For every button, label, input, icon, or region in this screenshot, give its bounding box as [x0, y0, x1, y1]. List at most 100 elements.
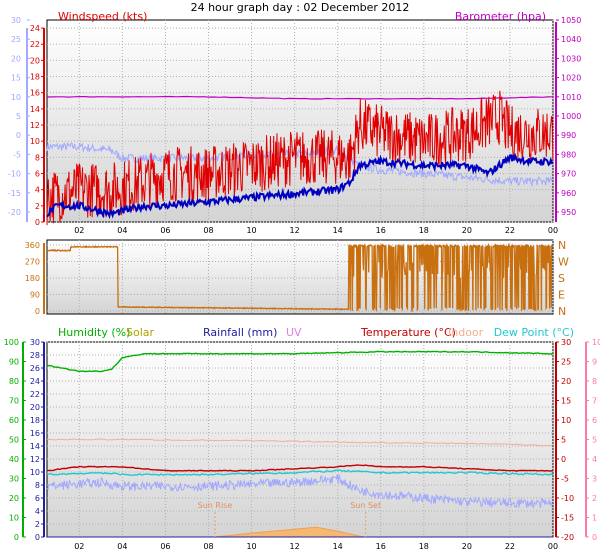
- temperature-tick-label: -5: [561, 475, 569, 484]
- rain-tick-label: 10: [30, 468, 40, 477]
- temperature-tick-label: 20: [561, 377, 571, 386]
- windspeed-average-line: [46, 152, 554, 220]
- x-tick-label: 06: [160, 542, 170, 551]
- barometer-tick-label: 1010: [561, 93, 581, 102]
- windspeed-tick-label: 14: [30, 105, 40, 114]
- direction-panel-series: [46, 242, 554, 313]
- humidity-series-line: [46, 350, 554, 373]
- humidity-tick-label: 30: [9, 475, 19, 484]
- humidity-tick-label: 50: [9, 436, 19, 445]
- humidity-tick-label: 20: [9, 494, 19, 503]
- windspeed-tick-label: 16: [30, 89, 40, 98]
- direction-tick-label: 90: [30, 291, 40, 300]
- outer-left-tick-label: 0: [16, 131, 21, 140]
- rain-tick-label: 12: [30, 455, 40, 464]
- wind-panel-series: [46, 90, 554, 226]
- barometer-tick-label: 1030: [561, 54, 581, 63]
- x-tick-label: 12: [290, 542, 300, 551]
- outer-left-tick-label: -10: [8, 170, 21, 179]
- weather-panel-axes: 1009080706050403020100302826242220181614…: [4, 338, 600, 551]
- windspeed-tick-label: 24: [30, 24, 40, 33]
- windspeed-tick-label: 12: [30, 121, 40, 130]
- windspeed-tick-label: 20: [30, 56, 40, 65]
- wind-panel: Windspeed (kts) Barometer (hpa) 30252015…: [8, 10, 581, 235]
- temperature-tick-label: -15: [561, 514, 574, 523]
- legend-indoor: Indoor: [448, 326, 484, 339]
- outdoor-sensor-trace: [46, 474, 554, 509]
- uv-tick-label: 3: [592, 475, 597, 484]
- humidity-tick-label: 90: [9, 358, 19, 367]
- humidity-tick-label: 80: [9, 377, 19, 386]
- direction-tick-label: 360: [25, 241, 40, 250]
- legend-temperature: Temperature (°C): [360, 326, 456, 339]
- barometer-tick-label: 990: [561, 131, 576, 140]
- legend-solar: Solar: [126, 326, 155, 339]
- barometer-tick-label: 1040: [561, 35, 581, 44]
- rain-tick-label: 18: [30, 416, 40, 425]
- weather-legend: Humidity (%) Solar Rainfall (mm) UV Temp…: [58, 326, 574, 339]
- x-tick-label: 14: [333, 226, 343, 235]
- x-tick-label: 18: [419, 542, 429, 551]
- humidity-tick-label: 10: [9, 514, 19, 523]
- x-tick-label: 20: [462, 542, 472, 551]
- temperature-series-line: [46, 464, 554, 472]
- barometer-tick-label: 950: [561, 208, 576, 217]
- weather-panel: Humidity (%) Solar Rainfall (mm) UV Temp…: [4, 326, 600, 551]
- x-tick-label: 10: [246, 226, 256, 235]
- x-tick-label: 00: [548, 226, 558, 235]
- uv-tick-label: 9: [592, 358, 597, 367]
- x-tick-label: 08: [203, 226, 213, 235]
- legend-humidity: Humidity (%): [58, 326, 130, 339]
- temperature-tick-label: 30: [561, 338, 571, 347]
- indoor-temperature-line: [46, 438, 551, 447]
- rain-tick-label: 0: [35, 533, 40, 542]
- x-tick-label: 14: [333, 542, 343, 551]
- x-tick-label: 00: [548, 542, 558, 551]
- uv-tick-label: 7: [592, 397, 597, 406]
- temperature-tick-label: 15: [561, 397, 571, 406]
- legend-rainfall: Rainfall (mm): [203, 326, 277, 339]
- x-tick-label: 04: [117, 226, 127, 235]
- weather-panel-series: [46, 350, 554, 538]
- humidity-tick-label: 60: [9, 416, 19, 425]
- rain-tick-label: 20: [30, 403, 40, 412]
- direction-tick-label: 0: [35, 307, 40, 316]
- temperature-tick-label: 10: [561, 416, 571, 425]
- x-tick-label: 06: [160, 226, 170, 235]
- outer-left-tick-label: -5: [13, 150, 21, 159]
- direction-tick-label: 180: [25, 274, 40, 283]
- x-tick-label: 08: [203, 542, 213, 551]
- outer-left-tick-label: 10: [11, 93, 21, 102]
- windspeed-tick-label: 4: [35, 186, 40, 195]
- x-tick-label: 18: [419, 226, 429, 235]
- barometer-tick-label: 970: [561, 170, 576, 179]
- rain-tick-label: 26: [30, 364, 40, 373]
- windspeed-tick-label: 6: [35, 170, 40, 179]
- temperature-series-line: [46, 141, 553, 188]
- barometer-tick-label: 1050: [561, 16, 581, 25]
- compass-tick-label: W: [558, 256, 569, 269]
- outer-left-tick-label: 5: [16, 112, 21, 121]
- uv-tick-label: 6: [592, 416, 597, 425]
- barometer-tick-label: 1000: [561, 112, 581, 121]
- temperature-tick-label: -20: [561, 533, 574, 542]
- barometer-axis-title: Barometer (hpa): [455, 10, 546, 23]
- legend-uv: UV: [286, 326, 302, 339]
- compass-tick-label: S: [558, 272, 565, 285]
- dewpoint-series-line: [46, 469, 554, 477]
- outer-left-tick-label: 15: [11, 74, 21, 83]
- compass-tick-label: N: [558, 305, 566, 318]
- sun-rise-label: Sun Rise: [198, 501, 233, 510]
- x-tick-label: 22: [505, 542, 515, 551]
- rain-tick-label: 4: [35, 507, 40, 516]
- direction-panel-grid: [47, 240, 554, 314]
- x-tick-label: 20: [462, 226, 472, 235]
- x-tick-label: 16: [376, 542, 386, 551]
- uv-tick-label: 4: [592, 455, 597, 464]
- barometer-tick-label: 1020: [561, 74, 581, 83]
- rain-tick-label: 30: [30, 338, 40, 347]
- temperature-tick-label: 5: [561, 436, 566, 445]
- x-tick-label: 10: [246, 542, 256, 551]
